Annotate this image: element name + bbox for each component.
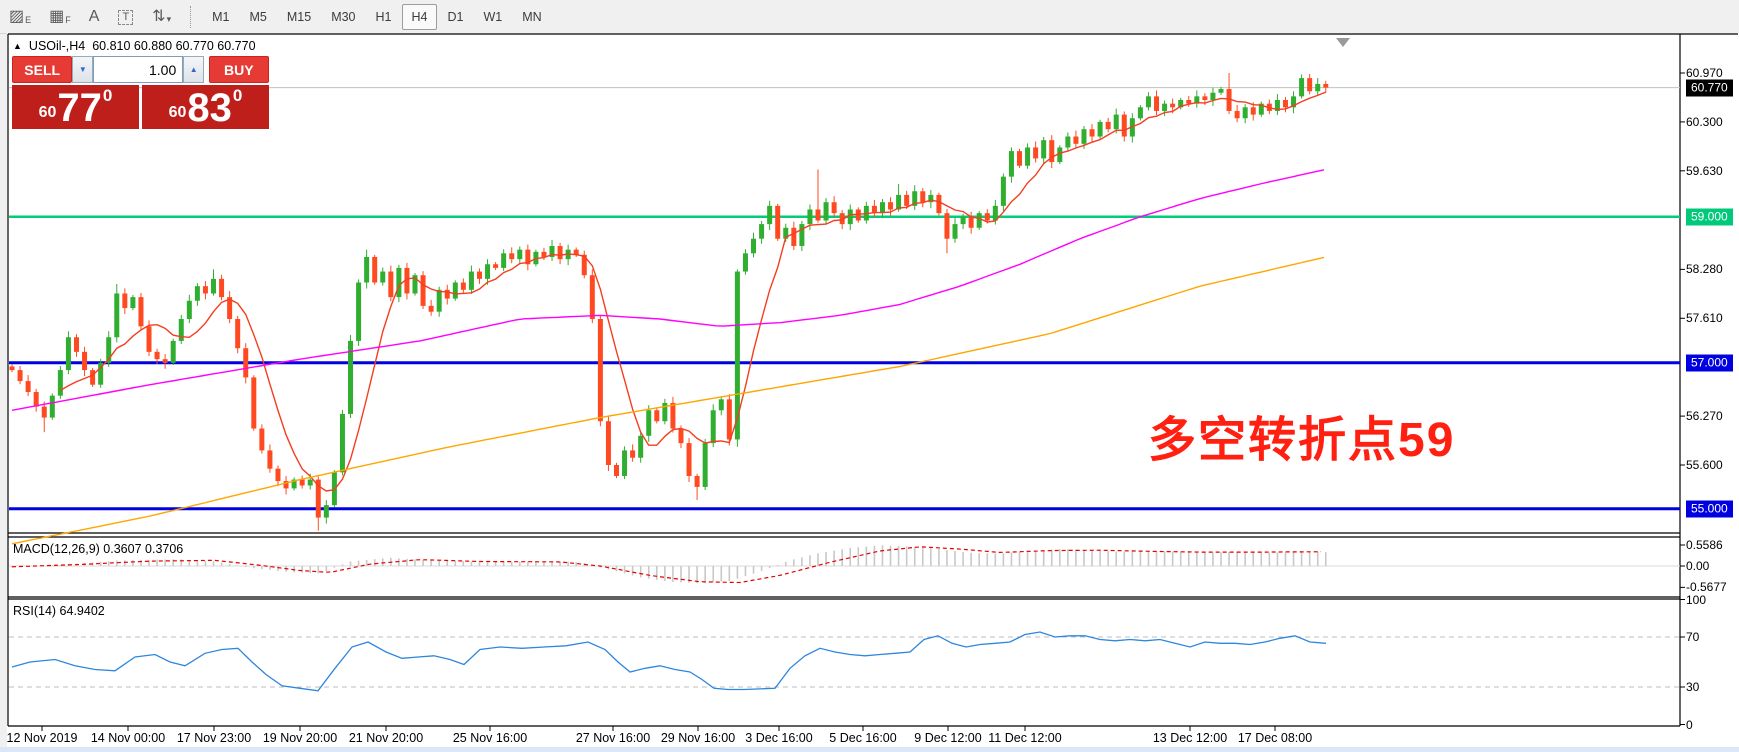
price-tick-label: 57.610 — [1686, 311, 1723, 326]
rsi-axis-label: 30 — [1686, 680, 1700, 694]
timeframe-button-h1[interactable]: H1 — [375, 9, 392, 24]
macd-axis-label: -0.5677 — [1686, 580, 1727, 595]
timeframe-button-mn[interactable]: MN — [522, 9, 542, 24]
drawing-tools-group: ▨ E ▦ F A T ⇅ ▾ — [0, 7, 180, 25]
date-tick-label: 13 Dec 12:00 — [1152, 731, 1228, 745]
toolbar: ▨ E ▦ F A T ⇅ ▾ M1 M5 M15 M30 H1 H4 D1 W1 MN — [0, 0, 1739, 34]
buy-price-prefix: 60 — [168, 104, 187, 121]
rsi-axis-label: 100 — [1686, 592, 1707, 607]
date-tick-label: 19 Nov 20:00 — [262, 731, 338, 745]
timeframe-button-m30[interactable]: M30 — [331, 9, 356, 24]
level-price-label: 57.000 — [1686, 354, 1733, 372]
window-bottom-edge — [0, 747, 1739, 752]
symbol-timeframe-label: USOil-,H4 — [28, 39, 86, 53]
volume-input[interactable] — [93, 56, 184, 83]
rsi-axis-label: 0 — [1686, 717, 1693, 732]
macd-label: MACD(12,26,9) 0.3607 0.3706 — [13, 542, 184, 556]
price-tick-label: 59.630 — [1686, 163, 1723, 178]
chart-annotation-text: 多空转折点59 — [1148, 414, 1456, 467]
date-tick-label: 3 Dec 16:00 — [745, 731, 813, 745]
date-tick-label: 17 Dec 08:00 — [1237, 731, 1313, 745]
timeframe-button-m15[interactable]: M15 — [286, 9, 312, 24]
sell-price-prefix: 60 — [38, 104, 57, 121]
buy-price-display[interactable]: 60 83 0 — [142, 85, 269, 129]
volume-up-button[interactable]: ▲ — [183, 56, 205, 83]
toolbar-separator — [190, 5, 192, 28]
current-price-label: 60.770 — [1686, 79, 1733, 97]
ohlc-values: 60.810 60.880 60.770 60.770 — [92, 39, 256, 53]
text-box-icon[interactable]: T — [118, 9, 134, 25]
date-tick-label: 14 Nov 00:00 — [90, 731, 166, 745]
volume-down-button[interactable]: ▼ — [72, 56, 94, 83]
rsi-label: RSI(14) 64.9402 — [13, 604, 105, 618]
one-click-trade-panel: SELL ▼ ▲ BUY 60 77 0 60 83 0 — [12, 56, 269, 129]
date-tick-label: 27 Nov 16:00 — [575, 731, 651, 745]
arrows-tool-icon[interactable]: ⇅ ▾ — [152, 7, 172, 25]
timeframe-button-m5[interactable]: M5 — [249, 9, 267, 24]
date-tick-label: 29 Nov 16:00 — [660, 731, 736, 745]
sell-price-sup: 0 — [102, 86, 113, 105]
date-tick-label: 11 Dec 12:00 — [988, 731, 1062, 745]
timeframe-button-d1[interactable]: D1 — [447, 9, 464, 24]
timeframe-button-h4[interactable]: H4 — [401, 3, 438, 30]
macd-axis-label: 0.00 — [1686, 559, 1710, 573]
text-label-icon[interactable]: A — [88, 7, 100, 25]
price-tick-label: 60.300 — [1686, 114, 1723, 129]
level-price-label: 55.000 — [1686, 500, 1733, 518]
buy-price-big: 83 — [187, 86, 232, 130]
date-tick-label: 12 Nov 2019 — [6, 731, 78, 745]
date-tick-label: 17 Nov 23:00 — [176, 731, 252, 745]
date-tick-label: 25 Nov 16:00 — [452, 731, 528, 745]
date-tick-label: 9 Dec 12:00 — [914, 731, 982, 745]
rsi-axis-label: 70 — [1686, 630, 1700, 644]
chart-window[interactable] — [7, 33, 1739, 747]
price-tick-label: 60.970 — [1686, 66, 1723, 80]
macd-axis-label: 0.5586 — [1686, 537, 1723, 552]
timeframe-button-m1[interactable]: M1 — [212, 9, 230, 24]
chart-expert-icon[interactable]: ▨ E — [9, 7, 32, 25]
price-tick-label: 56.270 — [1686, 409, 1723, 424]
collapse-arrow-icon[interactable]: ▲ — [13, 41, 22, 51]
timeframe-group: M1 M5 M15 M30 H1 H4 D1 W1 MN — [202, 3, 552, 30]
price-tick-label: 55.600 — [1686, 458, 1723, 472]
date-tick-label: 21 Nov 20:00 — [348, 731, 424, 745]
buy-button[interactable]: BUY — [208, 56, 269, 83]
price-tick-label: 58.280 — [1686, 262, 1723, 277]
sell-button[interactable]: SELL — [12, 56, 73, 83]
date-tick-label: 5 Dec 16:00 — [829, 731, 897, 745]
sell-price-big: 77 — [57, 86, 102, 130]
sell-price-display[interactable]: 60 77 0 — [12, 85, 139, 129]
timeframe-button-w1[interactable]: W1 — [483, 9, 503, 24]
chart-title: ▲ USOil-,H4 60.810 60.880 60.770 60.770 — [13, 39, 256, 53]
buy-price-sup: 0 — [232, 86, 243, 105]
level-price-label: 59.000 — [1686, 208, 1733, 226]
grid-fibo-icon[interactable]: ▦ F — [49, 7, 71, 25]
